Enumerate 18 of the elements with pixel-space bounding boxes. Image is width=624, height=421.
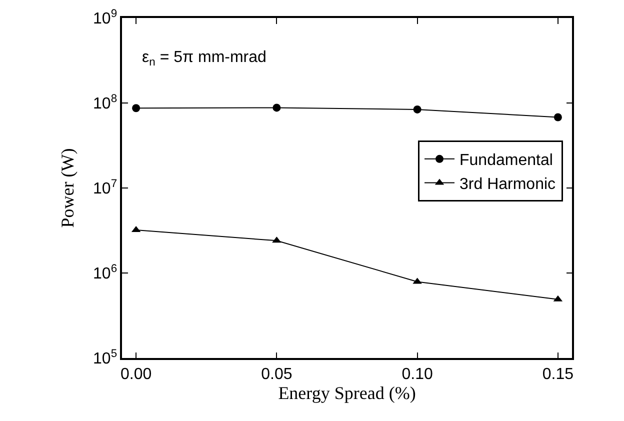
point <box>413 105 422 114</box>
point <box>272 104 281 112</box>
x-axis-title: Energy Spread (%) <box>278 382 416 403</box>
legend-label: 3rd Harmonic <box>460 176 556 193</box>
y-tick-label: 10$^{7}$ <box>93 178 118 198</box>
y-tick-label: 10$^{5}$ <box>93 348 118 368</box>
x-tick-label: 0.05 <box>261 366 292 383</box>
point <box>554 113 562 122</box>
point <box>132 104 140 112</box>
y-tick-label: 10$^{8}$ <box>93 92 118 113</box>
x-tick-label: 0.15 <box>542 366 574 383</box>
legend-label: Fundamental <box>460 152 553 170</box>
x-tick-label: 0.00 <box>120 366 152 383</box>
x-tick-label: 0.10 <box>402 366 433 383</box>
annotation: ε$_{n}$ = 5π mm-mrad <box>142 49 266 68</box>
y-axis-title: Power (W) <box>58 148 78 228</box>
y-tick-label: 10$^{9}$ <box>93 8 118 28</box>
y-tick-label: 10$^{6}$ <box>93 262 118 283</box>
